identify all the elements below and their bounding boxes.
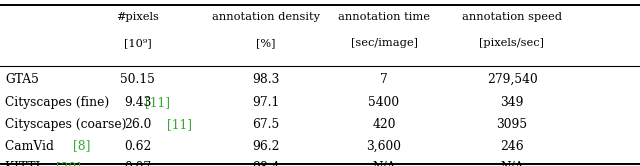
Text: 246: 246 (500, 140, 524, 153)
Text: 26.0: 26.0 (124, 118, 151, 131)
Text: N/A: N/A (372, 161, 396, 166)
Text: annotation speed: annotation speed (462, 12, 562, 22)
Text: 9.43: 9.43 (124, 96, 151, 109)
Text: [pixels/sec]: [pixels/sec] (479, 38, 545, 48)
Text: [11]: [11] (167, 118, 192, 131)
Text: [11]: [11] (145, 96, 170, 109)
Text: [8]: [8] (73, 140, 90, 153)
Text: [10⁹]: [10⁹] (124, 38, 152, 48)
Text: 5400: 5400 (369, 96, 399, 109)
Text: 97.1: 97.1 (252, 96, 279, 109)
Text: Cityscapes (fine): Cityscapes (fine) (5, 96, 113, 109)
Text: annotation density: annotation density (212, 12, 319, 22)
Text: CamVid: CamVid (5, 140, 58, 153)
Text: 279,540: 279,540 (486, 73, 538, 86)
Text: 98.4: 98.4 (252, 161, 279, 166)
Text: KITTI: KITTI (5, 161, 44, 166)
Text: GTA5: GTA5 (5, 73, 39, 86)
Text: 50.15: 50.15 (120, 73, 155, 86)
Text: 96.2: 96.2 (252, 140, 279, 153)
Text: 3,600: 3,600 (367, 140, 401, 153)
Text: 98.3: 98.3 (252, 73, 279, 86)
Text: 420: 420 (372, 118, 396, 131)
Text: [%]: [%] (256, 38, 275, 48)
Text: 0.07: 0.07 (124, 161, 151, 166)
Text: N/A: N/A (500, 161, 524, 166)
Text: #pixels: #pixels (116, 12, 159, 22)
Text: 349: 349 (500, 96, 524, 109)
Text: 67.5: 67.5 (252, 118, 279, 131)
Text: [39]: [39] (56, 161, 81, 166)
Text: Cityscapes (coarse): Cityscapes (coarse) (5, 118, 131, 131)
Text: [sec/image]: [sec/image] (351, 38, 417, 48)
Text: annotation time: annotation time (338, 12, 430, 22)
Text: 7: 7 (380, 73, 388, 86)
Text: 0.62: 0.62 (124, 140, 151, 153)
Text: 3095: 3095 (497, 118, 527, 131)
